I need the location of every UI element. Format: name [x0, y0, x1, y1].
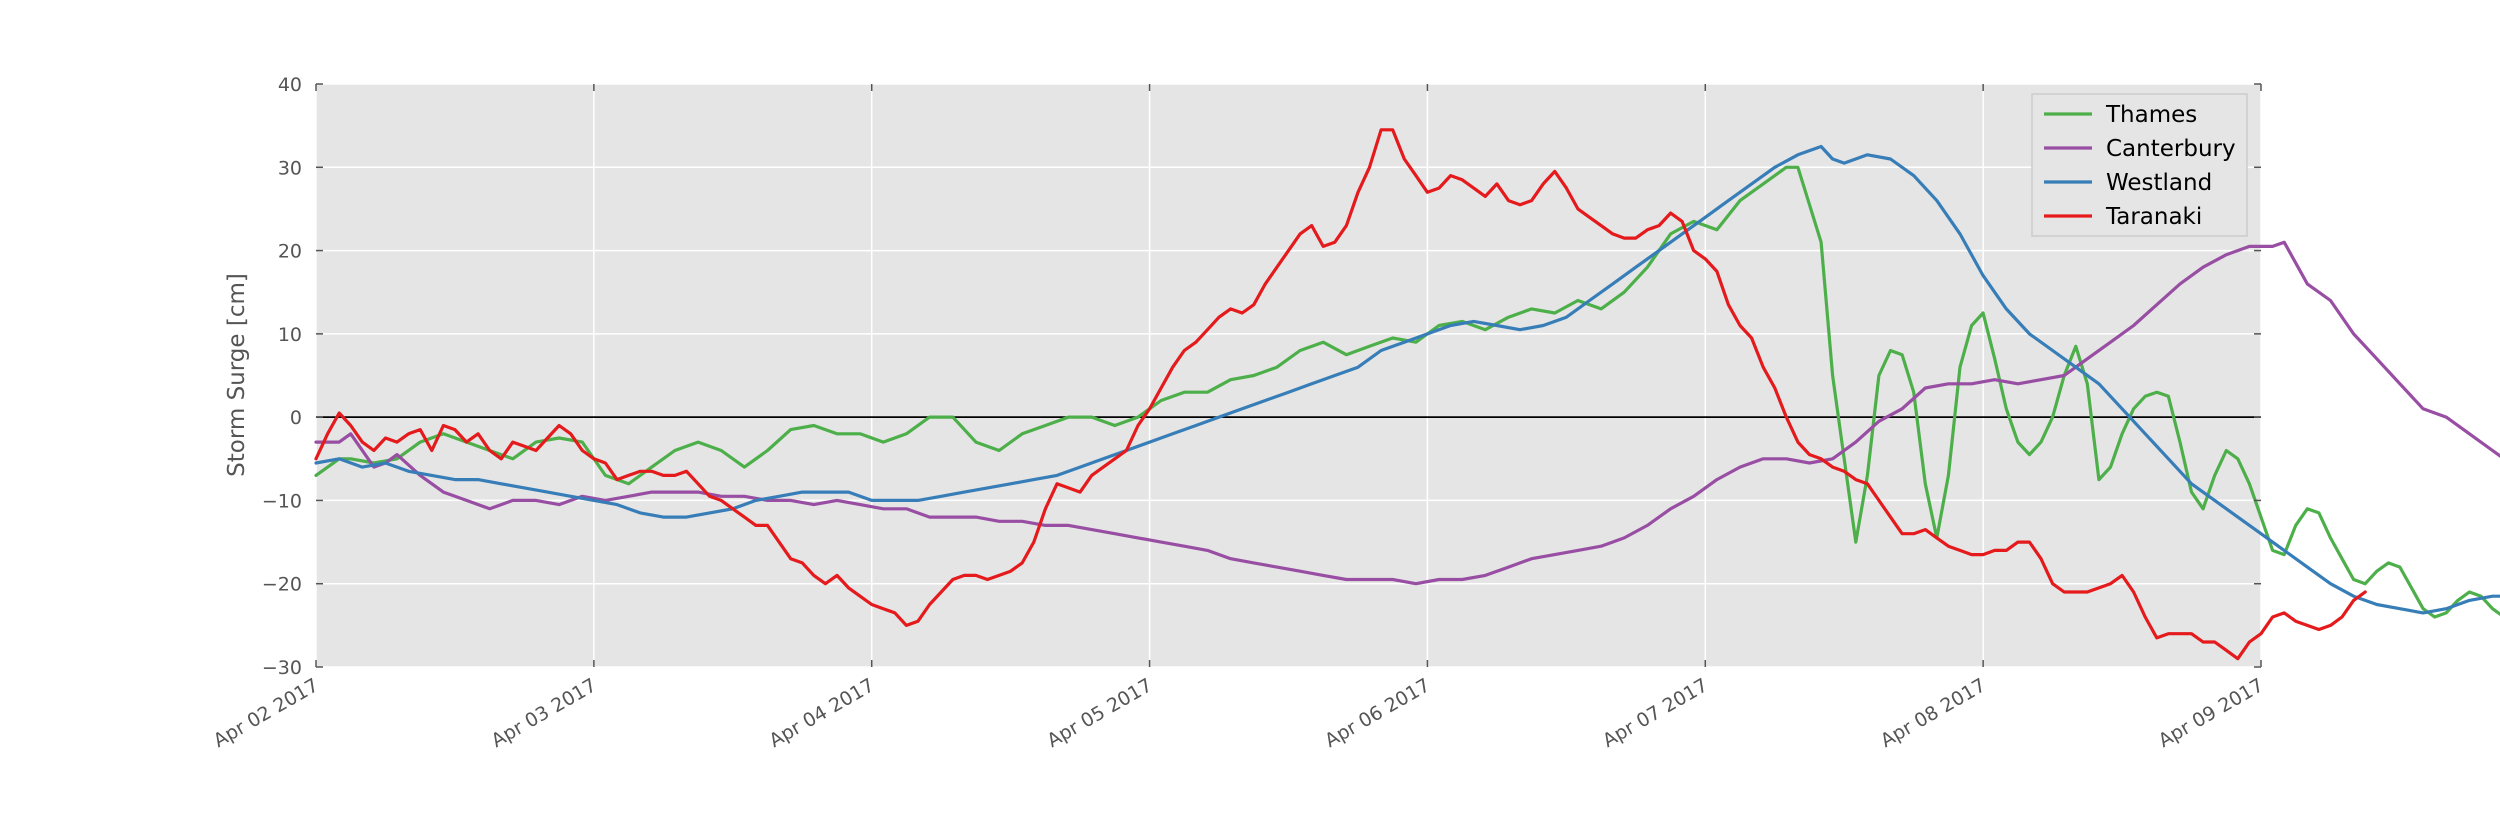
y-tick-label: 10 [278, 324, 302, 346]
x-tick-label: Apr 04 2017 [765, 674, 878, 752]
legend-label-canterbury: Canterbury [2106, 136, 2236, 162]
y-tick-label: −30 [262, 657, 302, 679]
legend-box [2031, 93, 2248, 237]
legend-label-taranaki: Taranaki [2105, 204, 2202, 230]
x-tick-label: Apr 09 2017 [2155, 674, 2268, 752]
tick-marks [315, 83, 2262, 668]
y-tick-label: 20 [278, 241, 302, 263]
legend-label-westland: Westland [2106, 170, 2212, 196]
x-tick-label: Apr 08 2017 [1877, 674, 1990, 752]
x-tick-label: Apr 05 2017 [1043, 674, 1156, 752]
y-tick-label: 0 [290, 407, 302, 429]
x-tick-label: Apr 02 2017 [210, 674, 323, 752]
y-tick-label: −10 [262, 490, 302, 512]
y-tick-label: 40 [278, 74, 302, 96]
series-line-westland [314, 144, 2500, 615]
series-line-thames [314, 165, 2500, 619]
x-tick-label: Apr 06 2017 [1321, 674, 1434, 752]
y-tick-label: −20 [262, 574, 302, 596]
x-tick-labels: Apr 02 2017 Apr 03 2017 Apr 04 2017 Apr 05 … [210, 674, 2268, 752]
legend-label-thames: Thames [2105, 102, 2197, 128]
series-line-canterbury [314, 240, 2500, 586]
y-tick-labels: −30 −20 −10 0 10 20 30 40 [262, 74, 302, 679]
series-line-taranaki [314, 128, 2367, 661]
plot-background [316, 84, 2261, 667]
x-tick-label: Apr 07 2017 [1599, 674, 1712, 752]
series-lines [314, 128, 2500, 661]
legend: Thames Canterbury Westland Taranaki [2031, 93, 2248, 237]
y-tick-label: 30 [278, 157, 302, 179]
x-tick-label: Apr 03 2017 [488, 674, 601, 752]
y-axis-label: Storm Surge [cm] [224, 273, 250, 477]
